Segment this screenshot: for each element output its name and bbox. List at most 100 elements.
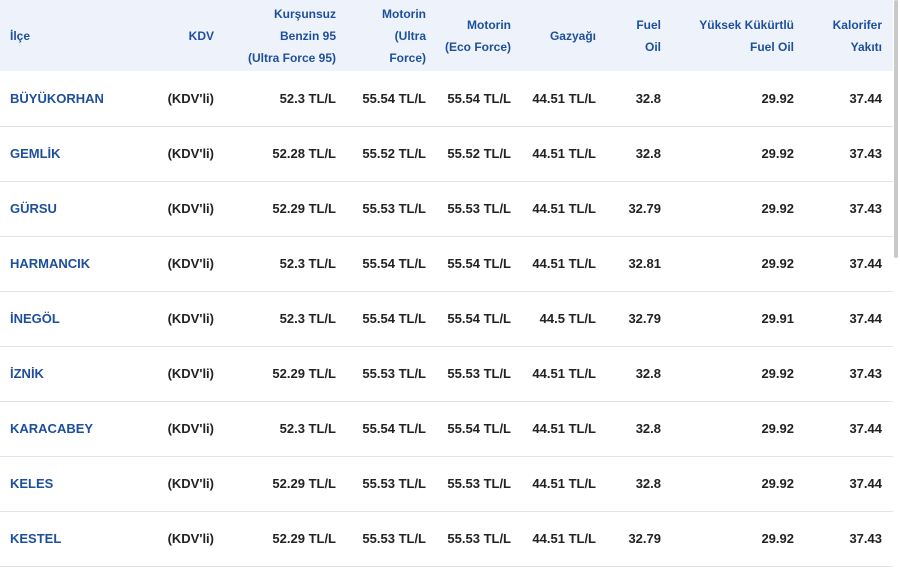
table-row: KELES (KDV'li) 52.29 TL/L 55.53 TL/L 55.53 T… [0, 456, 893, 511]
unleaded-95-cell: 52.3 TL/L [279, 256, 336, 271]
fuel-oil-cell: 32.8 [635, 146, 661, 161]
fuel-oil-cell: 32.8 [635, 366, 661, 381]
district-cell[interactable]: KARACABEY [10, 421, 94, 436]
kerosene-cell: 44.51 TL/L [532, 421, 596, 436]
table-row: KARACABEY (KDV'li) 52.3 TL/L 55.54 TL/L 55.5… [0, 401, 893, 456]
diesel-ultra-cell: 55.54 TL/L [362, 421, 426, 436]
table-body: BÜYÜKORHAN (KDV'li) 52.3 TL/L 55.54 TL/L 55.… [0, 71, 893, 566]
heating-fuel-cell: 37.43 [849, 146, 882, 161]
district-cell[interactable]: GEMLİK [10, 146, 61, 161]
diesel-eco-cell: 55.54 TL/L [447, 256, 511, 271]
kerosene-cell: 44.51 TL/L [532, 146, 596, 161]
diesel-eco-cell: 55.53 TL/L [447, 476, 511, 491]
header-diesel-ultra: Motorin (Ultra Force) [382, 6, 426, 65]
header-kerosene: Gazyağı [549, 28, 596, 43]
diesel-eco-cell: 55.53 TL/L [447, 531, 511, 546]
heating-fuel-cell: 37.44 [849, 476, 882, 491]
diesel-ultra-cell: 55.53 TL/L [362, 366, 426, 381]
kdv-cell: (KDV'li) [167, 421, 214, 436]
diesel-ultra-cell: 55.53 TL/L [362, 476, 426, 491]
heating-fuel-cell: 37.44 [849, 421, 882, 436]
high-sulfur-fuel-oil-cell: 29.92 [761, 421, 794, 436]
district-cell[interactable]: İNEGÖL [10, 311, 60, 326]
diesel-ultra-cell: 55.54 TL/L [362, 311, 426, 326]
diesel-eco-cell: 55.54 TL/L [447, 90, 511, 106]
fuel-oil-cell: 32.81 [628, 256, 661, 271]
table-row: BÜYÜKORHAN (KDV'li) 52.3 TL/L 55.54 TL/L 55.… [0, 71, 893, 126]
district-cell[interactable]: GÜRSU [10, 201, 57, 216]
kerosene-cell: 44.51 TL/L [532, 201, 596, 216]
vertical-scrollbar[interactable] [894, 0, 898, 258]
kerosene-cell: 44.51 TL/L [532, 531, 596, 546]
kdv-cell: (KDV'li) [167, 90, 214, 106]
district-cell[interactable]: KELES [10, 476, 54, 491]
unleaded-95-cell: 52.29 TL/L [272, 366, 336, 381]
unleaded-95-cell: 52.28 TL/L [272, 146, 336, 161]
high-sulfur-fuel-oil-cell: 29.92 [761, 366, 794, 381]
kerosene-cell: 44.51 TL/L [532, 90, 596, 106]
kerosene-cell: 44.5 TL/L [539, 311, 596, 326]
kerosene-cell: 44.51 TL/L [532, 476, 596, 491]
table-row: İNEGÖL (KDV'li) 52.3 TL/L 55.54 TL/L 55.54 T… [0, 291, 893, 346]
header-district: İlçe [10, 28, 31, 43]
table-row: GÜRSU (KDV'li) 52.29 TL/L 55.53 TL/L 55.53 T… [0, 181, 893, 236]
diesel-ultra-cell: 55.53 TL/L [362, 201, 426, 216]
table-row: KESTEL (KDV'li) 52.29 TL/L 55.53 TL/L 55.53 … [0, 511, 893, 566]
kdv-cell: (KDV'li) [167, 256, 214, 271]
heating-fuel-cell: 37.44 [849, 256, 882, 271]
diesel-ultra-cell: 55.52 TL/L [362, 146, 426, 161]
district-cell[interactable]: HARMANCIK [10, 256, 91, 271]
unleaded-95-cell: 52.3 TL/L [279, 311, 336, 326]
high-sulfur-fuel-oil-cell: 29.92 [761, 476, 794, 491]
unleaded-95-cell: 52.29 TL/L [272, 476, 336, 491]
diesel-eco-cell: 55.53 TL/L [447, 201, 511, 216]
kdv-cell: (KDV'li) [167, 476, 214, 491]
table-row: HARMANCIK (KDV'li) 52.3 TL/L 55.54 TL/L 55.5… [0, 236, 893, 291]
fuel-oil-cell: 32.8 [635, 476, 661, 491]
diesel-eco-cell: 55.52 TL/L [447, 146, 511, 161]
fuel-oil-cell: 32.79 [628, 201, 661, 216]
high-sulfur-fuel-oil-cell: 29.92 [761, 256, 794, 271]
kerosene-cell: 44.51 TL/L [532, 256, 596, 271]
table-row: GEMLİK (KDV'li) 52.28 TL/L 55.52 TL/L 55.52 … [0, 126, 893, 181]
district-cell[interactable]: KESTEL [10, 531, 62, 546]
high-sulfur-fuel-oil-cell: 29.92 [761, 531, 794, 546]
fuel-oil-cell: 32.8 [635, 421, 661, 436]
kdv-cell: (KDV'li) [167, 366, 214, 381]
high-sulfur-fuel-oil-cell: 29.92 [761, 146, 794, 161]
unleaded-95-cell: 52.29 TL/L [272, 531, 336, 546]
table-row: İZNİK (KDV'li) 52.29 TL/L 55.53 TL/L 55.53 T… [0, 346, 893, 401]
header-kdv: KDV [188, 28, 214, 43]
diesel-eco-cell: 55.54 TL/L [447, 311, 511, 326]
header-unleaded-95: Kurşunsuz Benzin 95 (Ultra Force 95) [247, 6, 336, 65]
district-cell[interactable]: BÜYÜKORHAN [10, 90, 104, 106]
high-sulfur-fuel-oil-cell: 29.92 [761, 90, 794, 106]
table-header-row: İlçe KDV Kurşunsuz Benzin 95 (Ultra Force … [0, 0, 893, 71]
kdv-cell: (KDV'li) [167, 311, 214, 326]
header-diesel-eco: Motorin (Eco Force) [444, 17, 511, 54]
unleaded-95-cell: 52.3 TL/L [279, 90, 336, 106]
diesel-eco-cell: 55.54 TL/L [447, 421, 511, 436]
high-sulfur-fuel-oil-cell: 29.92 [761, 201, 794, 216]
unleaded-95-cell: 52.29 TL/L [272, 201, 336, 216]
header-high-sulfur-fuel-oil: Yüksek Kükürtlü Fuel Oil [699, 17, 794, 54]
diesel-ultra-cell: 55.53 TL/L [362, 531, 426, 546]
fuel-oil-cell: 32.79 [628, 311, 661, 326]
diesel-eco-cell: 55.53 TL/L [447, 366, 511, 381]
fuel-oil-cell: 32.8 [635, 90, 661, 106]
header-fuel-oil: Fuel Oil [636, 17, 661, 54]
unleaded-95-cell: 52.3 TL/L [279, 421, 336, 436]
heating-fuel-cell: 37.44 [849, 311, 882, 326]
heating-fuel-cell: 37.43 [849, 531, 882, 546]
fuel-oil-cell: 32.79 [628, 531, 661, 546]
heating-fuel-cell: 37.43 [849, 366, 882, 381]
heating-fuel-cell: 37.43 [849, 201, 882, 216]
district-cell[interactable]: İZNİK [10, 366, 44, 381]
kdv-cell: (KDV'li) [167, 201, 214, 216]
diesel-ultra-cell: 55.54 TL/L [362, 90, 426, 106]
kdv-cell: (KDV'li) [167, 531, 214, 546]
high-sulfur-fuel-oil-cell: 29.91 [761, 311, 794, 326]
kdv-cell: (KDV'li) [167, 146, 214, 161]
